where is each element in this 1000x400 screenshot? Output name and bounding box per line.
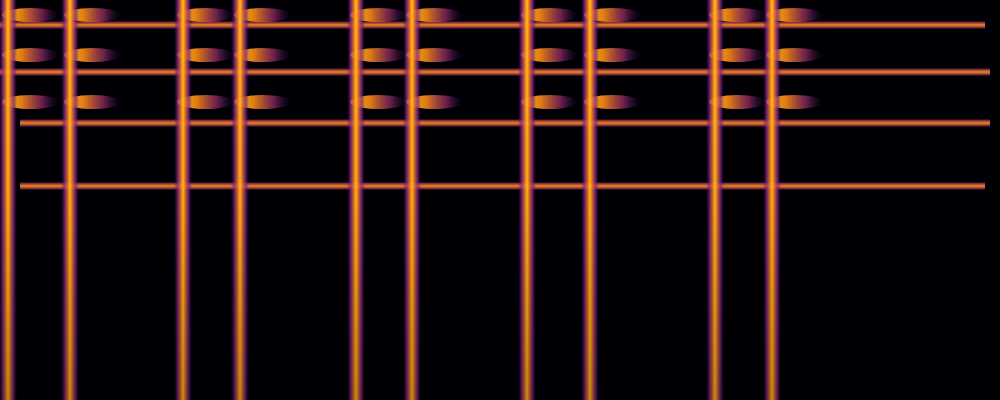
plot-area: [0, 0, 990, 400]
click: [581, 0, 599, 400]
click: [518, 0, 536, 400]
click: [0, 0, 17, 400]
click: [347, 0, 365, 400]
spectrogram: [0, 0, 1000, 400]
click: [763, 0, 781, 400]
tone: [0, 22, 985, 29]
click: [403, 0, 421, 400]
click: [61, 0, 79, 400]
tone: [20, 183, 985, 190]
click: [706, 0, 724, 400]
chart-root: [0, 0, 1000, 400]
click: [231, 0, 249, 400]
tone: [0, 69, 990, 76]
tone: [20, 120, 990, 127]
click: [174, 0, 192, 400]
